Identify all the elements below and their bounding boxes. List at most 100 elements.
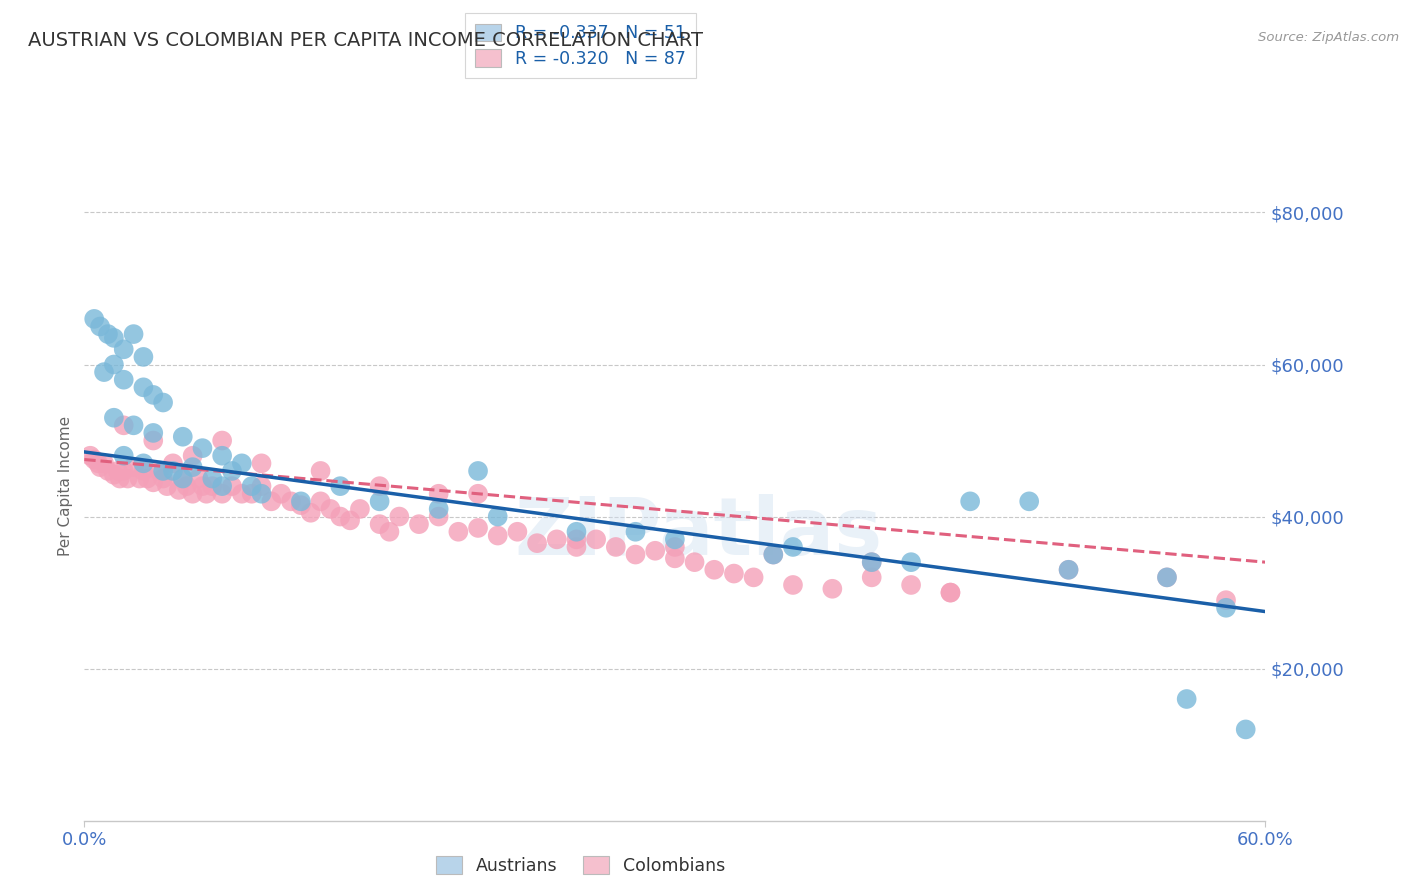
Point xyxy=(762,548,785,562)
Point xyxy=(167,483,190,497)
Point xyxy=(329,509,352,524)
Point xyxy=(339,513,361,527)
Point xyxy=(664,540,686,554)
Point xyxy=(368,517,391,532)
Point xyxy=(240,487,263,501)
Point xyxy=(122,418,145,433)
Point xyxy=(467,521,489,535)
Point xyxy=(1175,692,1198,706)
Point xyxy=(93,456,115,470)
Point xyxy=(1018,494,1040,508)
Point xyxy=(122,460,145,475)
Point xyxy=(176,479,198,493)
Point xyxy=(299,506,322,520)
Point xyxy=(782,578,804,592)
Point xyxy=(546,533,568,547)
Point xyxy=(959,494,981,508)
Point xyxy=(624,524,647,539)
Point xyxy=(211,434,233,448)
Point xyxy=(565,540,588,554)
Point xyxy=(132,380,155,394)
Point xyxy=(172,430,194,444)
Point xyxy=(1215,600,1237,615)
Point xyxy=(408,517,430,532)
Point xyxy=(644,543,666,558)
Point xyxy=(97,327,120,342)
Point xyxy=(939,585,962,599)
Point xyxy=(181,449,204,463)
Point xyxy=(683,555,706,569)
Point xyxy=(526,536,548,550)
Point xyxy=(172,471,194,485)
Point xyxy=(388,509,411,524)
Point xyxy=(83,452,105,467)
Point xyxy=(152,395,174,409)
Point xyxy=(368,494,391,508)
Point xyxy=(201,471,224,485)
Point xyxy=(240,479,263,493)
Y-axis label: Per Capita Income: Per Capita Income xyxy=(58,416,73,557)
Point xyxy=(108,471,131,485)
Point xyxy=(191,479,214,493)
Point xyxy=(378,524,401,539)
Point xyxy=(427,502,450,516)
Point xyxy=(132,464,155,478)
Point xyxy=(506,524,529,539)
Point xyxy=(107,464,129,478)
Point xyxy=(181,487,204,501)
Point xyxy=(270,487,292,501)
Point xyxy=(221,479,243,493)
Point xyxy=(260,494,283,508)
Point xyxy=(349,502,371,516)
Point xyxy=(467,464,489,478)
Point xyxy=(112,464,135,478)
Legend: Austrians, Colombians: Austrians, Colombians xyxy=(425,846,735,886)
Point xyxy=(122,327,145,342)
Point xyxy=(148,464,170,478)
Point xyxy=(142,425,165,440)
Point xyxy=(664,533,686,547)
Point xyxy=(97,464,120,478)
Point xyxy=(447,524,470,539)
Point xyxy=(162,464,184,478)
Point xyxy=(136,471,159,485)
Point xyxy=(128,471,150,485)
Point xyxy=(939,585,962,599)
Point xyxy=(112,449,135,463)
Point xyxy=(1057,563,1080,577)
Point xyxy=(664,551,686,566)
Text: Source: ZipAtlas.com: Source: ZipAtlas.com xyxy=(1258,31,1399,45)
Point xyxy=(250,487,273,501)
Point xyxy=(156,479,179,493)
Point xyxy=(585,533,607,547)
Point xyxy=(162,456,184,470)
Point xyxy=(103,467,125,482)
Point xyxy=(172,471,194,485)
Point xyxy=(860,555,883,569)
Point xyxy=(1156,570,1178,584)
Point xyxy=(565,524,588,539)
Point xyxy=(87,456,110,470)
Point xyxy=(211,449,233,463)
Point xyxy=(231,487,253,501)
Point xyxy=(1234,723,1257,737)
Point xyxy=(486,528,509,542)
Point xyxy=(1057,563,1080,577)
Point xyxy=(181,460,204,475)
Point xyxy=(1215,593,1237,607)
Point xyxy=(195,487,218,501)
Point xyxy=(860,555,883,569)
Point xyxy=(201,479,224,493)
Point xyxy=(860,570,883,584)
Point xyxy=(1156,570,1178,584)
Point xyxy=(142,388,165,402)
Point xyxy=(83,312,105,326)
Point xyxy=(782,540,804,554)
Text: ZIPatlas: ZIPatlas xyxy=(515,494,883,572)
Point xyxy=(742,570,765,584)
Point xyxy=(821,582,844,596)
Point xyxy=(624,548,647,562)
Point xyxy=(319,502,342,516)
Point xyxy=(900,578,922,592)
Point xyxy=(89,460,111,475)
